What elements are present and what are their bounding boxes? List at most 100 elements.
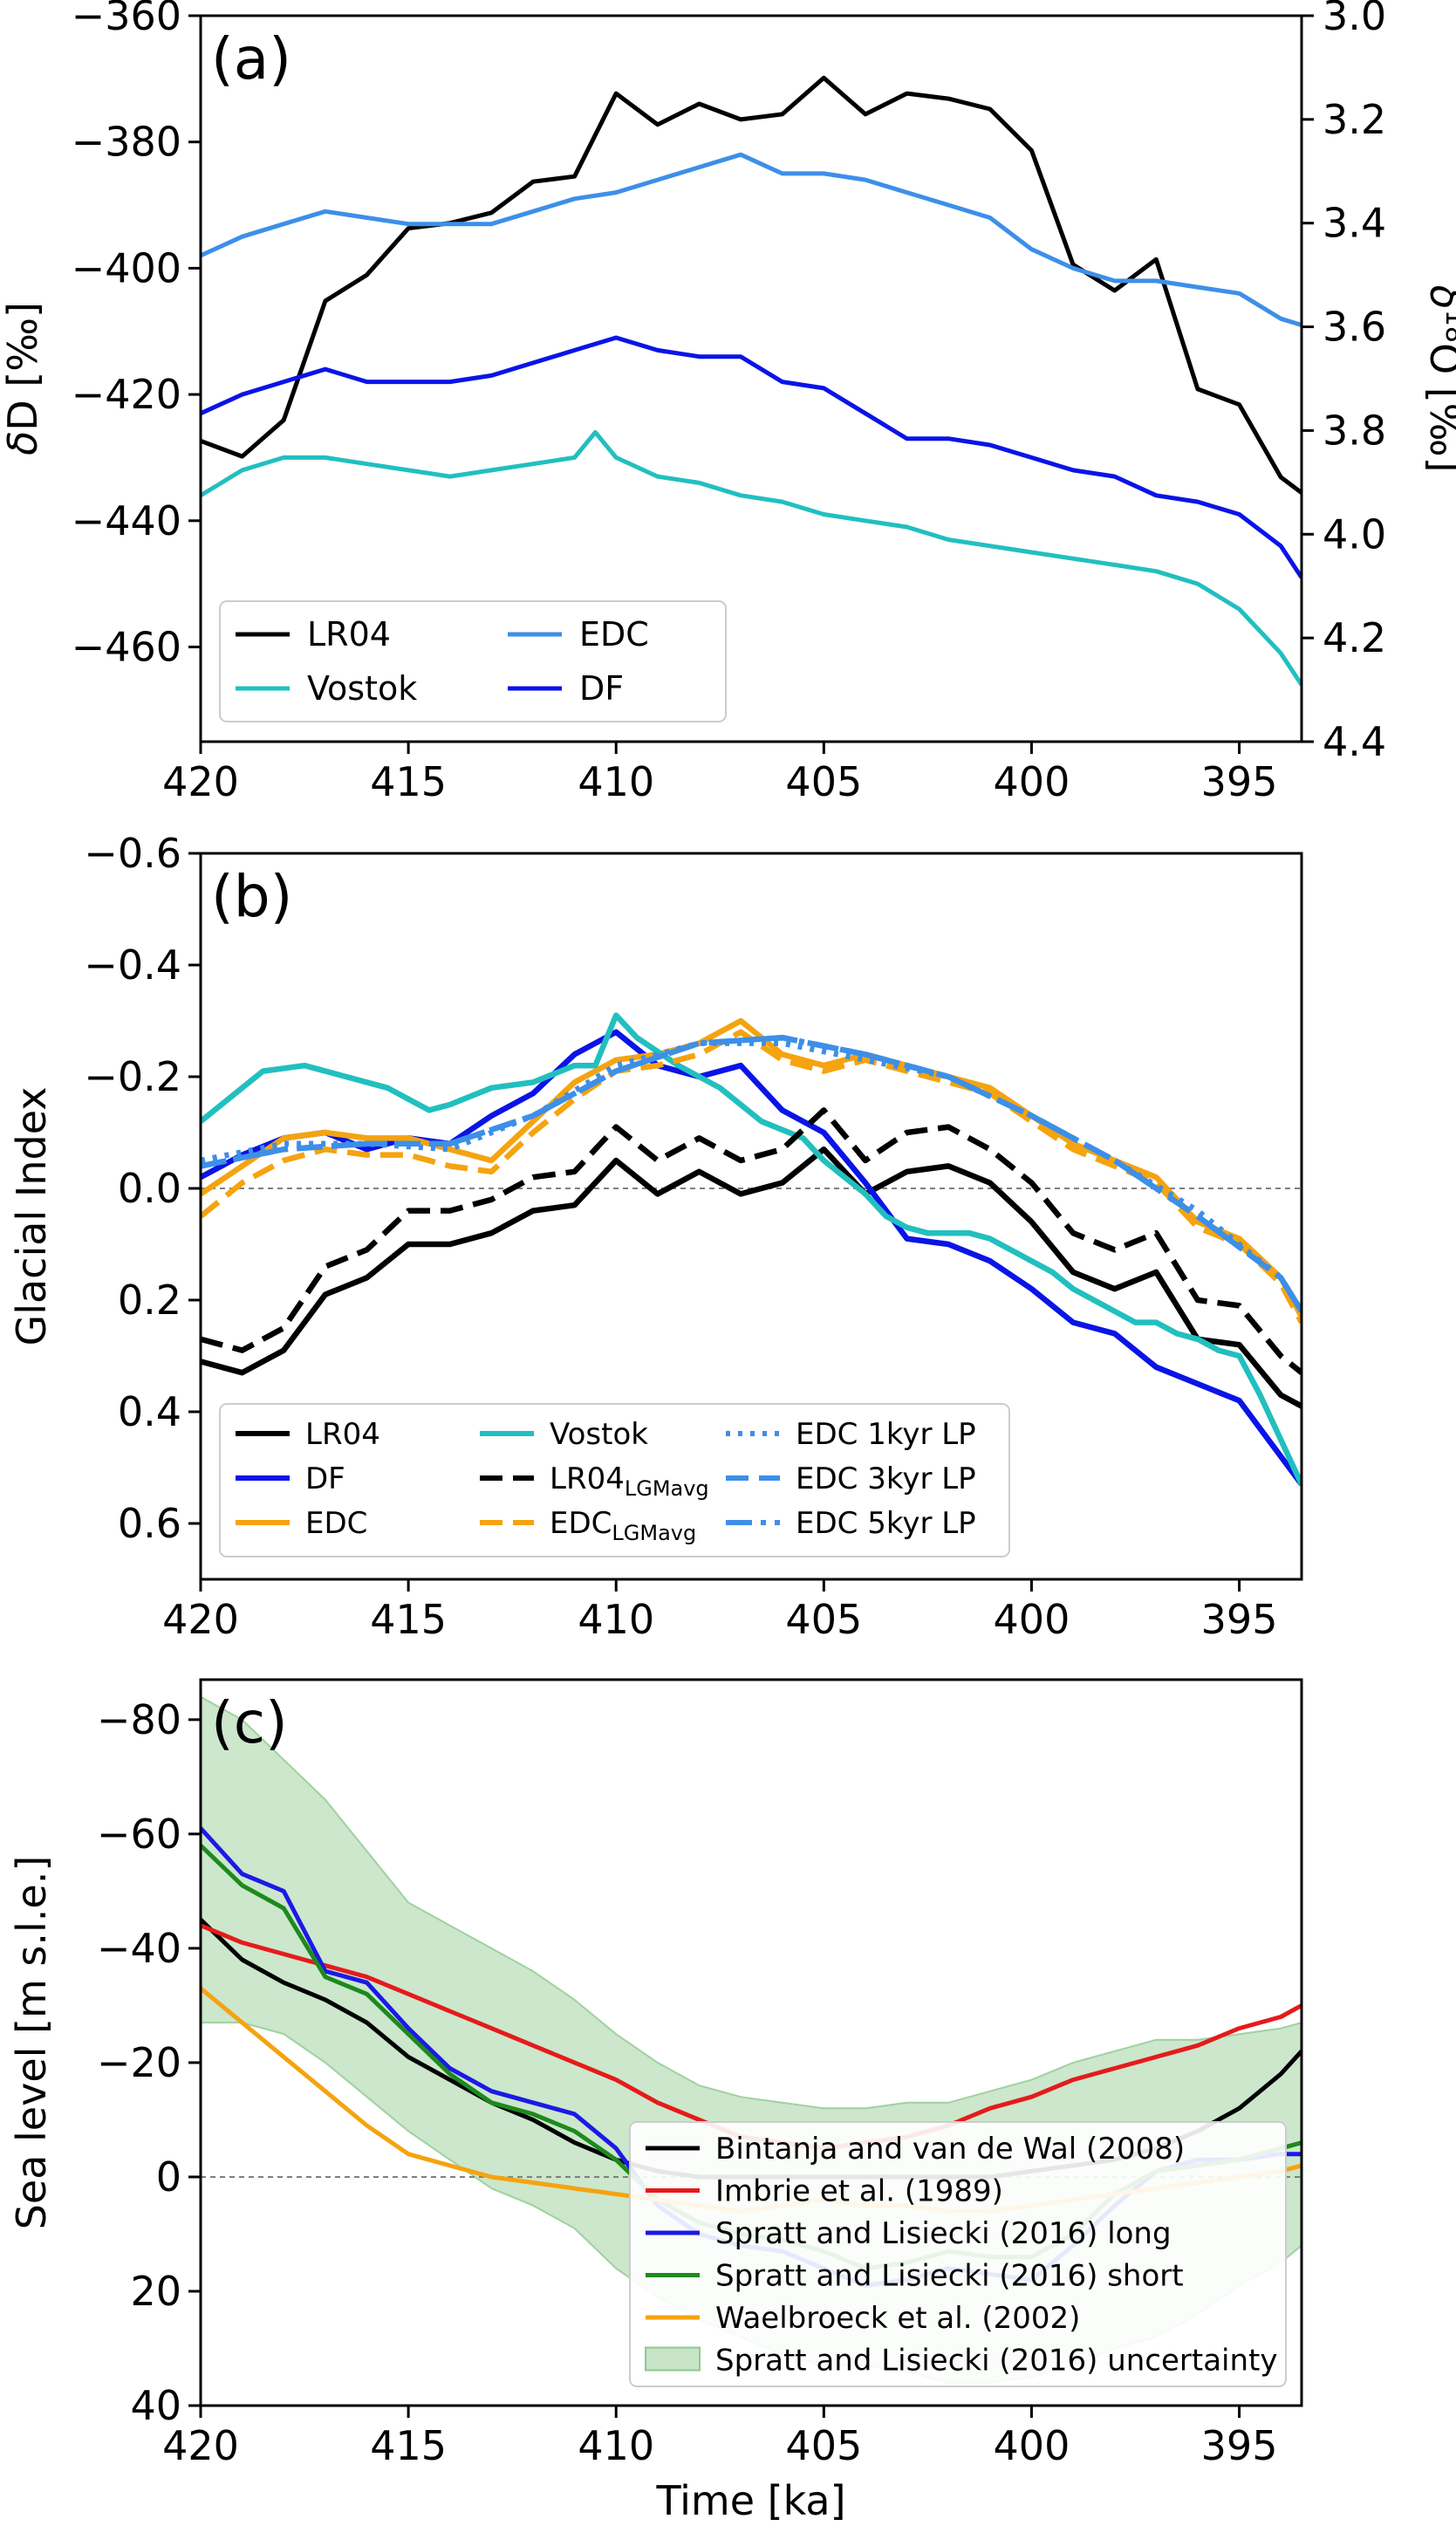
- y-tick-label: −0.6: [84, 830, 181, 877]
- y-tick-label: −0.4: [84, 941, 181, 989]
- x-tick-label: 400: [994, 2422, 1070, 2469]
- plot-area: [201, 75, 1302, 687]
- y-right-label-delta: δ: [1421, 285, 1456, 310]
- y-tick-label: 0: [156, 2153, 181, 2201]
- panel-c: 420 415 410 405 400 395 40 20 0 −20 −40 −60 −80 (c) Se…: [8, 1678, 1303, 2524]
- x-tick-label: 395: [1201, 1596, 1278, 1643]
- y-axis-label-rest: D [‰]: [0, 302, 46, 431]
- legend-label-subscript: LGMavg: [612, 1521, 696, 1545]
- y-right-tick-label: 3.8: [1323, 407, 1386, 454]
- y-tick-label: 40: [130, 2382, 181, 2429]
- legend-label: Waelbroeck et al. (2002): [715, 2301, 1080, 2336]
- y-axis-label: δD [‰]: [0, 302, 46, 455]
- y-right-tick-label: 4.0: [1323, 510, 1386, 558]
- y-tick-label: 0.4: [118, 1388, 181, 1435]
- plot-frame: [199, 852, 1303, 1581]
- x-tick-label: 415: [370, 758, 447, 805]
- series-line-lr04: [201, 1146, 1302, 1409]
- plot-frame: [199, 14, 1303, 743]
- y-right-tick-label: 4.2: [1323, 614, 1386, 661]
- x-tick-label: 395: [1201, 2422, 1278, 2469]
- y-right-label-rest: O [‰]: [1421, 343, 1456, 472]
- x-tick-label: 410: [578, 2422, 654, 2469]
- x-tick-label: 395: [1201, 758, 1278, 805]
- y-tick-label: −400: [72, 244, 181, 291]
- y-tick-label: −0.2: [84, 1053, 181, 1100]
- panel-label: (a): [211, 25, 291, 92]
- legend-label: Spratt and Lisiecki (2016) short: [715, 2259, 1184, 2294]
- legend-label: EDC: [305, 1506, 367, 1541]
- legend-label-subscript: LGMavg: [625, 1476, 709, 1501]
- series-line-vostok: [201, 430, 1302, 687]
- y-tick-label: −420: [72, 371, 181, 418]
- y-axis-label-delta: δ: [0, 431, 46, 455]
- x-tick-label: 415: [370, 2422, 447, 2469]
- series-line-vostok: [201, 1012, 1302, 1486]
- legend-label-main: Vostok: [550, 1417, 648, 1452]
- x-tick-label: 400: [994, 758, 1070, 805]
- legend-label-main: DF: [305, 1462, 345, 1496]
- legend-label: Vostok: [307, 669, 417, 708]
- y-tick-label: −460: [72, 623, 181, 670]
- legend-label: Spratt and Lisiecki (2016) long: [715, 2216, 1172, 2251]
- y-right-tick-label: 3.4: [1323, 200, 1386, 247]
- y-tick-label: 20: [130, 2268, 181, 2315]
- y-tick-label: −20: [97, 2039, 181, 2086]
- x-axis-label: Time [ka]: [655, 2477, 845, 2524]
- legend-label: EDC 5kyr LP: [796, 1506, 976, 1541]
- series-line-df: [201, 1029, 1302, 1487]
- legend-label: LR04LGMavg: [550, 1462, 709, 1501]
- legend-label: Spratt and Lisiecki (2016) uncertainty: [715, 2344, 1278, 2379]
- legend-label-main: EDC 3kyr LP: [796, 1462, 976, 1496]
- legend-label: EDC: [579, 615, 649, 654]
- legend-label-main: LR04: [550, 1462, 625, 1496]
- legend-box: [219, 600, 727, 722]
- legend-label: LR04: [307, 615, 391, 654]
- legend-label-main: EDC: [550, 1506, 612, 1541]
- series-line-edc: [201, 1017, 1302, 1318]
- legend-box: [629, 2121, 1287, 2387]
- legend-label: DF: [579, 669, 624, 708]
- legend-label-main: EDC: [305, 1506, 367, 1541]
- x-tick-label: 405: [785, 2422, 862, 2469]
- legend-swatch-band: [645, 2346, 701, 2372]
- legend-label: Vostok: [550, 1417, 648, 1452]
- y-right-tick-label: 3.2: [1323, 96, 1386, 143]
- y-right-tick-label: 4.4: [1323, 718, 1386, 765]
- y-tick-label: −60: [97, 1811, 181, 1858]
- legend-label: EDC 3kyr LP: [796, 1462, 976, 1496]
- panel-label: (b): [211, 863, 292, 930]
- series-line-edc: [201, 152, 1302, 327]
- series-line-lr04-lgmavg: [201, 1107, 1302, 1375]
- x-tick-label: 415: [370, 1596, 447, 1643]
- legend-label: LR04: [305, 1417, 380, 1452]
- y-right-axis-label: δ18O [‰]: [1421, 285, 1456, 473]
- y-tick-label: −440: [72, 497, 181, 544]
- x-tick-label: 400: [994, 1596, 1070, 1643]
- panel-label: (c): [211, 1689, 288, 1756]
- series-line-df: [201, 335, 1302, 579]
- y-tick-label: −80: [97, 1696, 181, 1743]
- panel-b: 420 415 410 405 400 395 −0.6 −0.4 −0.2 0.0 0.2 0.4 0…: [8, 830, 1303, 1643]
- y-tick-label: −380: [72, 119, 181, 166]
- y-tick-label: 0.0: [118, 1165, 181, 1212]
- y-tick-label: 0.2: [118, 1277, 181, 1324]
- plot-area: [201, 1012, 1302, 1487]
- series-line-edc-5kyr-lp: [201, 1034, 1302, 1313]
- legend-label-main: EDC 5kyr LP: [796, 1506, 976, 1541]
- panel-a: 420 415 410 405 400 395 −360 −380 −400 −420 −440 −4…: [0, 0, 1456, 805]
- legend-label: DF: [305, 1462, 345, 1496]
- legend-box: [219, 1403, 1010, 1557]
- y-right-tick-label: 3.0: [1323, 0, 1386, 39]
- y-right-label-superscript: 18: [1439, 310, 1456, 343]
- x-tick-label: 410: [578, 758, 654, 805]
- legend-label: Bintanja and van de Wal (2008): [715, 2132, 1185, 2167]
- legend-label: EDCLGMavg: [550, 1506, 696, 1545]
- legend-label: EDC 1kyr LP: [796, 1417, 976, 1452]
- x-tick-label: 420: [162, 2422, 239, 2469]
- legend-label-main: EDC 1kyr LP: [796, 1417, 976, 1452]
- y-tick-label: −40: [97, 1925, 181, 1972]
- x-tick-label: 405: [785, 758, 862, 805]
- plot-frame: [199, 1678, 1303, 2407]
- x-tick-label: 410: [578, 1596, 654, 1643]
